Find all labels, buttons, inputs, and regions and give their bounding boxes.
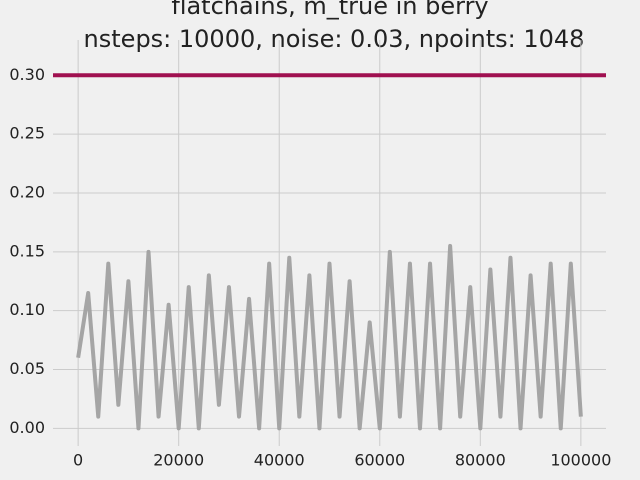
x-tick-label: 100000 [550,451,611,470]
y-tick-label: 0.30 [9,65,45,84]
y-tick-label: 0.25 [9,124,45,143]
x-tick-label: 0 [73,451,83,470]
y-tick-label: 0.20 [9,182,45,201]
chart-title: flatchains, m_true in berry [171,0,488,20]
y-tick-label: 0.15 [9,241,45,260]
x-tick-label: 80000 [455,451,506,470]
y-tick-label: 0.05 [9,359,45,378]
x-tick-label: 60000 [354,451,405,470]
x-tick-label: 40000 [254,451,305,470]
y-tick-label: 0.10 [9,300,45,319]
x-tick-label: 20000 [153,451,204,470]
series-line [76,243,583,431]
y-tick-label: 0.00 [9,418,45,437]
chart-subtitle: nsteps: 10000, noise: 0.03, npoints: 104… [84,25,585,53]
